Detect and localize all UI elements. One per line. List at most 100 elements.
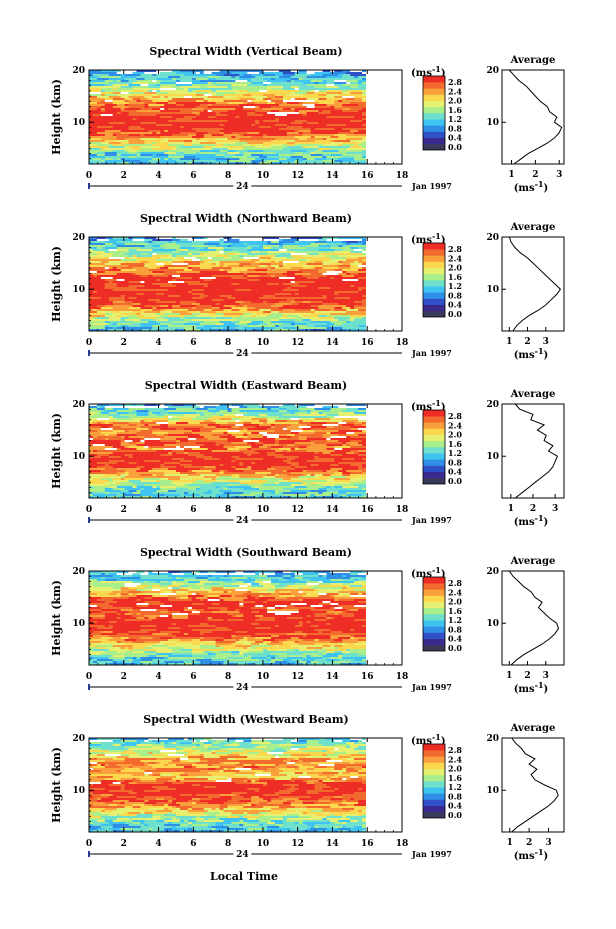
heatmap-cell <box>322 251 335 254</box>
heatmap-cell <box>231 452 244 455</box>
heatmap-cell <box>278 128 296 131</box>
heatmap-cell <box>231 247 248 250</box>
heatmap-cell <box>223 275 228 278</box>
heatmap-cell <box>176 484 185 487</box>
heatmap-cell <box>278 118 288 121</box>
heatmap-cell <box>96 430 114 433</box>
heatmap-cell <box>274 78 292 81</box>
heatmap-cell <box>338 301 347 304</box>
heatmap-cell <box>310 152 315 155</box>
heatmap-cell <box>203 243 220 246</box>
heatmap-cell <box>239 603 244 606</box>
heatmap-cell <box>104 434 110 437</box>
heatmap-cell <box>104 589 122 592</box>
heatmap-cell <box>148 428 161 431</box>
heatmap-cell <box>362 299 366 302</box>
heatmap-cell <box>251 444 260 447</box>
heatmap-cell <box>243 607 252 610</box>
heatmap-cell <box>223 327 236 330</box>
heatmap-cell <box>330 486 335 489</box>
heatmap-cell <box>156 138 165 141</box>
heatmap-cell <box>223 426 232 429</box>
heatmap-cell <box>199 271 213 274</box>
heatmap-cell <box>160 454 173 457</box>
heatmap-cell <box>259 432 268 435</box>
heatmap-cell <box>195 106 209 109</box>
heatmap-cell <box>302 420 315 423</box>
heatmap-cell <box>267 265 272 268</box>
heatmap-cell <box>120 474 129 477</box>
heatmap-cell <box>152 412 161 415</box>
heatmap-cell <box>338 94 355 97</box>
heatmap-cell <box>199 587 205 590</box>
heatmap-cell <box>116 275 133 278</box>
x-tick-label: 14 <box>326 171 339 181</box>
heatmap-cell <box>358 452 366 455</box>
heatmap-cell <box>104 158 114 161</box>
heatmap-cell <box>108 476 122 479</box>
heatmap-cell <box>267 148 284 151</box>
heatmap-cell <box>290 279 296 282</box>
heatmap-cell <box>180 239 189 242</box>
heatmap-cell <box>263 74 276 77</box>
heatmap-cell <box>160 130 165 133</box>
heatmap-cell <box>294 575 300 578</box>
heatmap-cell <box>207 577 217 580</box>
heatmap-cell <box>124 243 133 246</box>
heatmap-cell <box>168 492 185 495</box>
heatmap-cell <box>326 448 335 451</box>
heatmap-cell <box>318 601 323 604</box>
heatmap-cell <box>322 261 339 264</box>
heatmap-cell <box>187 273 197 276</box>
heatmap-cell <box>195 152 201 155</box>
heatmap-cell <box>187 289 193 292</box>
heatmap-cell <box>132 601 145 604</box>
heatmap-cell <box>199 277 217 280</box>
heatmap-cell <box>100 307 114 310</box>
heatmap-cell <box>215 269 220 272</box>
heatmap-cell <box>164 462 181 465</box>
heatmap-cell <box>203 108 213 111</box>
heatmap-cell <box>116 283 126 286</box>
heatmap-cell <box>274 438 288 441</box>
heatmap-cell <box>89 317 94 320</box>
heatmap-cell <box>231 412 248 415</box>
heatmap-cell <box>211 104 228 107</box>
heatmap-cell <box>120 587 129 590</box>
heatmap-cell <box>342 104 359 107</box>
heatmap-cell <box>346 257 355 260</box>
heatmap-cell <box>172 454 177 457</box>
heatmap-cell <box>168 490 177 493</box>
heatmap-cell <box>203 96 209 99</box>
heatmap-cell <box>286 428 304 431</box>
heatmap-cell <box>350 482 366 485</box>
heatmap-cell <box>187 436 205 439</box>
heatmap-cell <box>251 140 268 143</box>
heatmap-cell <box>358 460 363 463</box>
heatmap-cell <box>239 255 244 258</box>
heatmap-cell <box>156 301 173 304</box>
heatmap-cell <box>89 136 102 139</box>
heatmap-cell <box>243 422 252 425</box>
heatmap-cell <box>136 315 145 318</box>
heatmap-cell <box>294 257 300 260</box>
heatmap-cell <box>298 484 308 487</box>
heatmap-cell <box>132 482 149 485</box>
heatmap-cell <box>302 275 311 278</box>
heatmap-cell <box>298 460 308 463</box>
heatmap-cell <box>227 116 236 119</box>
heatmap-cell <box>334 114 339 117</box>
heatmap-cell <box>152 255 169 258</box>
heatmap-cell <box>263 144 272 147</box>
heatmap-cell <box>124 158 137 161</box>
heatmap-cell <box>322 263 331 266</box>
heatmap-cell <box>120 496 126 498</box>
heatmap-cell <box>104 444 122 447</box>
heatmap-cell <box>235 128 248 131</box>
heatmap-cell <box>358 269 366 272</box>
heatmap-cell <box>310 440 327 443</box>
heatmap-cell <box>267 422 284 425</box>
panel-title: Spectral Width (Northward Beam) <box>140 212 352 225</box>
heatmap-cell <box>243 106 256 109</box>
heatmap-cell <box>342 70 351 73</box>
